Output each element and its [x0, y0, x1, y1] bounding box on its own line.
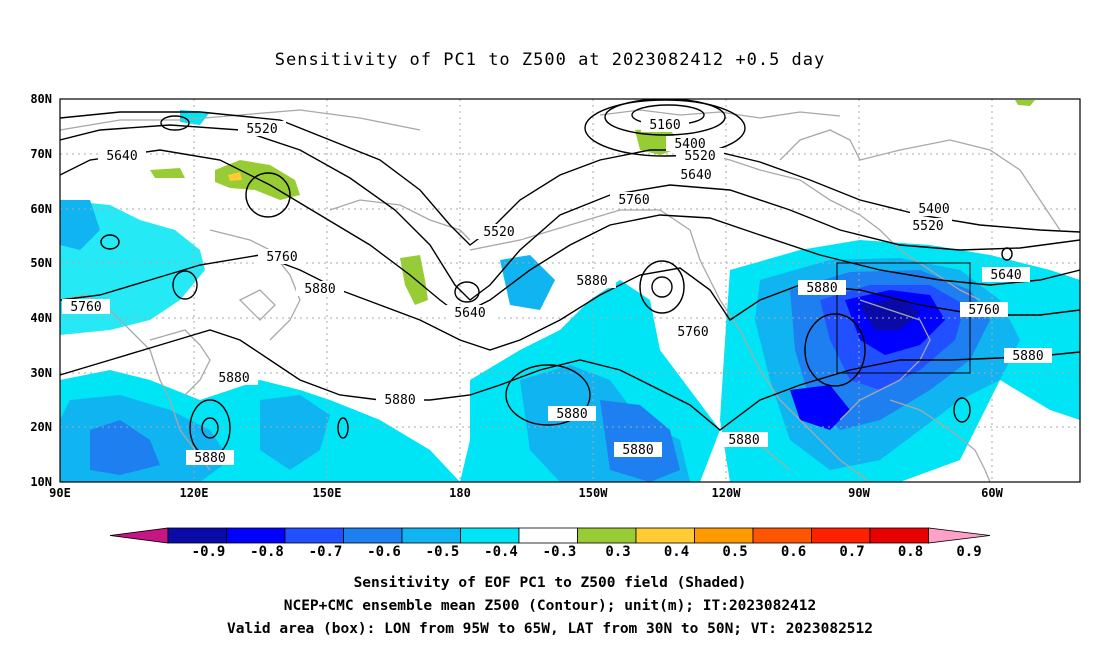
colorbar-label: 0.6 [781, 544, 806, 560]
lon-tick: 120E [180, 486, 209, 500]
caption-line-3: Valid area (box): LON from 95W to 65W, L… [226, 621, 873, 637]
contour-label: 5160 [649, 118, 680, 133]
contour-label: 5520 [483, 225, 514, 240]
contour-label: 5640 [680, 168, 711, 183]
colorbar-arrow-low [109, 527, 169, 544]
colorbar-swatch [811, 527, 871, 544]
colorbar: -0.9 -0.8 -0.7 -0.6 -0.5 -0.4 -0.3 0.3 0.4 0.5 0.6… [109, 527, 991, 560]
lon-tick: 90E [49, 486, 71, 500]
colorbar-swatch [343, 527, 403, 544]
lat-tick: 60N [30, 202, 52, 216]
contour-label: 5880 [622, 443, 653, 458]
contour-label: 5520 [246, 122, 277, 137]
colorbar-label: -0.5 [426, 544, 460, 560]
caption-line-2: NCEP+CMC ensemble mean Z500 (Contour); u… [283, 598, 817, 614]
lon-tick: 180 [449, 486, 471, 500]
z500-contours [60, 99, 1080, 457]
contour-label: 5880 [304, 282, 335, 297]
colorbar-swatch [167, 527, 227, 544]
contour-label: 5400 [918, 202, 949, 217]
contour-label: 5880 [1012, 349, 1043, 364]
colorbar-label: 0.3 [605, 544, 630, 560]
colorbar-swatch [226, 527, 286, 544]
colorbar-label: -0.3 [543, 544, 577, 560]
colorbar-label: 0.5 [722, 544, 747, 560]
colorbar-label: 0.7 [839, 544, 864, 560]
contour-label: 5880 [728, 433, 759, 448]
caption-line-1: Sensitivity of EOF PC1 to Z500 field (Sh… [353, 575, 747, 591]
contour-label: 5760 [968, 303, 999, 318]
contour-label: 5760 [677, 325, 708, 340]
colorbar-swatch [752, 527, 812, 544]
colorbar-swatch [635, 527, 695, 544]
contour-label: 5760 [618, 193, 649, 208]
colorbar-swatch [460, 527, 520, 544]
colorbar-swatch [518, 527, 578, 544]
lat-tick: 50N [30, 256, 52, 270]
lon-tick: 150W [579, 486, 609, 500]
contour-label: 5520 [912, 219, 943, 234]
colorbar-label: -0.7 [309, 544, 343, 560]
colorbar-label: 0.8 [898, 544, 923, 560]
colorbar-swatch [577, 527, 637, 544]
contour-label: 5880 [384, 393, 415, 408]
colorbar-label: 0.9 [956, 544, 981, 560]
lat-tick: 40N [30, 311, 52, 325]
colorbar-swatch [401, 527, 461, 544]
contour-label: 5880 [806, 281, 837, 296]
lon-tick: 60W [981, 486, 1003, 500]
contour-label: 5640 [454, 306, 485, 321]
colorbar-label: -0.6 [367, 544, 401, 560]
lon-axis: 90E 120E 150E 180 150W 120W 90W 60W [49, 486, 1003, 500]
contour-label: 5880 [194, 451, 225, 466]
lon-tick: 150E [313, 486, 342, 500]
colorbar-swatch [284, 527, 344, 544]
shaded-field [60, 100, 1080, 482]
contour-label: 5880 [218, 371, 249, 386]
contour-label: 5880 [576, 274, 607, 289]
map-frame [59, 98, 1081, 483]
lat-axis: 10N 20N 30N 40N 50N 60N 70N 80N [30, 92, 52, 489]
lat-tick: 20N [30, 420, 52, 434]
lat-tick: 80N [30, 92, 52, 106]
contour-label: 5640 [990, 268, 1021, 283]
contour-label: 5880 [556, 407, 587, 422]
lon-tick: 120W [712, 486, 742, 500]
contour-label: 5760 [266, 250, 297, 265]
chart-title: Sensitivity of PC1 to Z500 at 2023082412… [274, 50, 826, 70]
lat-tick: 10N [30, 475, 52, 489]
contour-label: 5760 [70, 300, 101, 315]
contour-label: 5520 [684, 149, 715, 164]
colorbar-label: -0.4 [484, 544, 518, 560]
colorbar-swatch [694, 527, 754, 544]
lat-tick: 30N [30, 366, 52, 380]
lon-tick: 90W [848, 486, 870, 500]
contour-label: 5640 [106, 149, 137, 164]
colorbar-arrow-high [928, 527, 991, 544]
contour-labels: 5520 5640 5760 5880 5760 5880 5640 5520 … [62, 117, 1052, 466]
lat-tick: 70N [30, 147, 52, 161]
colorbar-label: 0.4 [664, 544, 689, 560]
colorbar-label: -0.9 [192, 544, 226, 560]
validation-box [836, 262, 971, 374]
colorbar-swatch [869, 527, 929, 544]
colorbar-label: -0.8 [250, 544, 284, 560]
